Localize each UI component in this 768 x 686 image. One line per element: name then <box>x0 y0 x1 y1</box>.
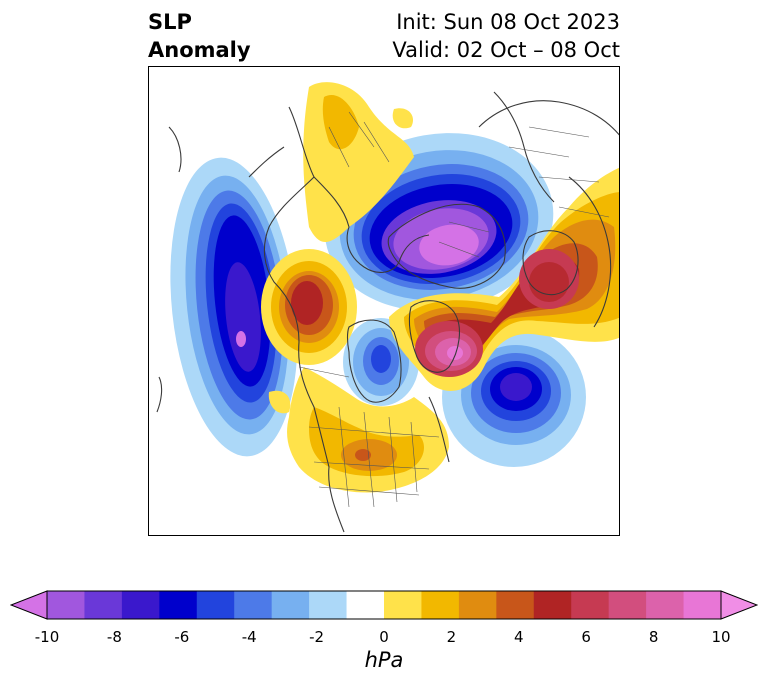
colorbar-extend-max <box>720 590 758 620</box>
colorbar <box>10 590 758 620</box>
colorbar-cell <box>646 591 685 619</box>
colorbar-cell <box>571 591 610 619</box>
colorbar-unit-label: hPa <box>364 648 404 672</box>
positive-rim-contours <box>303 82 414 243</box>
colorbar-cell <box>84 591 123 619</box>
pacific-low-contours <box>170 157 298 457</box>
colorbar-tick-label: -4 <box>241 628 257 646</box>
colorbar-tick-label: -10 <box>34 628 60 646</box>
colorbar-cell <box>346 591 385 619</box>
colorbar-tick-label: 2 <box>446 628 457 646</box>
colorbar-tick-label: -2 <box>309 628 325 646</box>
anomaly-map <box>156 82 619 533</box>
colorbar-cell <box>196 591 235 619</box>
colorbar-tick-label: -6 <box>174 628 190 646</box>
colorbar-cell <box>234 591 273 619</box>
greenland-ridge-contours <box>389 167 619 391</box>
init-date-label: Init: Sun 08 Oct 2023 <box>396 10 620 34</box>
colorbar-cell <box>271 591 310 619</box>
colorbar-tick-label: 4 <box>514 628 524 646</box>
colorbar-extend-min <box>10 590 48 620</box>
title-line-1: SLP <box>148 10 192 34</box>
title-line-2: Anomaly <box>148 38 251 62</box>
colorbar-cell <box>121 591 160 619</box>
colorbar-cell <box>309 591 348 619</box>
colorbar-cell <box>683 591 722 619</box>
colorbar-cell <box>421 591 460 619</box>
colorbar-cell <box>47 591 85 619</box>
colorbar-cell <box>458 591 497 619</box>
colorbar-cell <box>608 591 647 619</box>
colorbar-cell <box>533 591 572 619</box>
map-panel <box>148 66 620 536</box>
colorbar-tick-label: 10 <box>711 628 731 646</box>
date-info: Init: Sun 08 Oct 2023 Valid: 02 Oct – 08… <box>392 8 620 64</box>
colorbar-cell <box>496 591 535 619</box>
pacific-nw-ridge-contours <box>261 249 357 365</box>
coastlines <box>156 91 619 533</box>
map-title: SLP Anomaly <box>148 8 251 64</box>
colorbar-cell <box>384 591 422 619</box>
colorbar-tick-label: -8 <box>106 628 122 646</box>
colorbar-cell <box>159 591 198 619</box>
colorbar-tick-label: 8 <box>648 628 659 646</box>
colorbar-tick-label: 6 <box>581 628 591 646</box>
political-borders <box>298 111 610 508</box>
valid-range-label: Valid: 02 Oct – 08 Oct <box>392 38 620 62</box>
colorbar-tick-label: 0 <box>379 628 389 646</box>
